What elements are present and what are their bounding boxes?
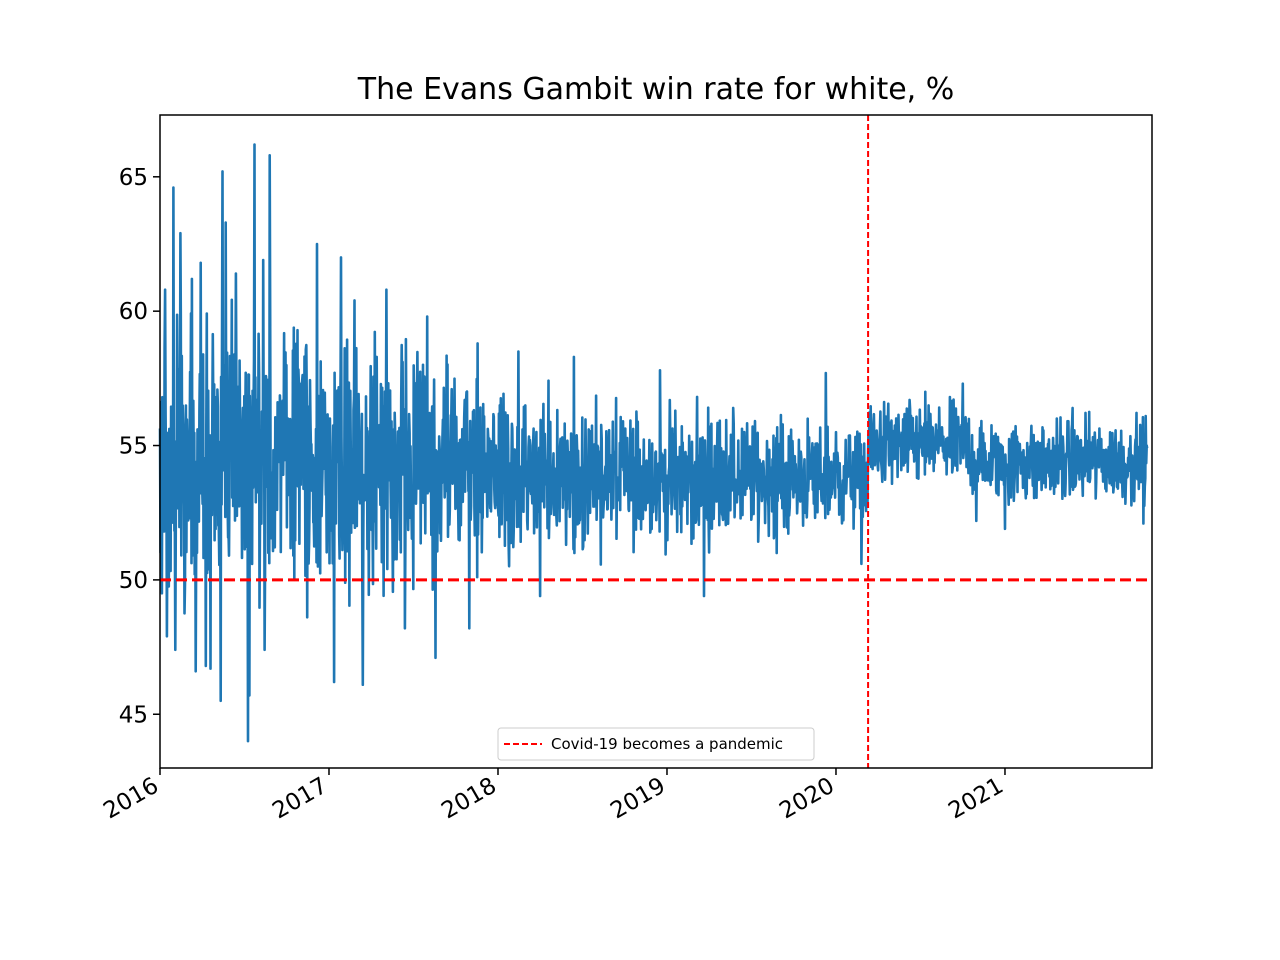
- legend: Covid-19 becomes a pandemic: [497, 727, 815, 761]
- chart-title: The Evans Gambit win rate for white, %: [357, 72, 955, 107]
- y-tick-label-50: 50: [119, 568, 148, 594]
- plot-area: [158, 143, 1149, 743]
- y-axis: 45 50 55 60 65: [119, 165, 160, 728]
- y-tick-label-55: 55: [119, 434, 148, 460]
- axes-frame: [159, 114, 1153, 769]
- legend-box: [497, 727, 815, 761]
- y-tick-label-60: 60: [119, 299, 148, 325]
- y-tick-label-65: 65: [119, 165, 148, 191]
- y-tick-label-45: 45: [119, 702, 148, 728]
- series-line-win-rate: [158, 143, 1149, 743]
- reference-lines: [160, 115, 1147, 768]
- legend-label-covid: Covid-19 becomes a pandemic: [551, 735, 783, 753]
